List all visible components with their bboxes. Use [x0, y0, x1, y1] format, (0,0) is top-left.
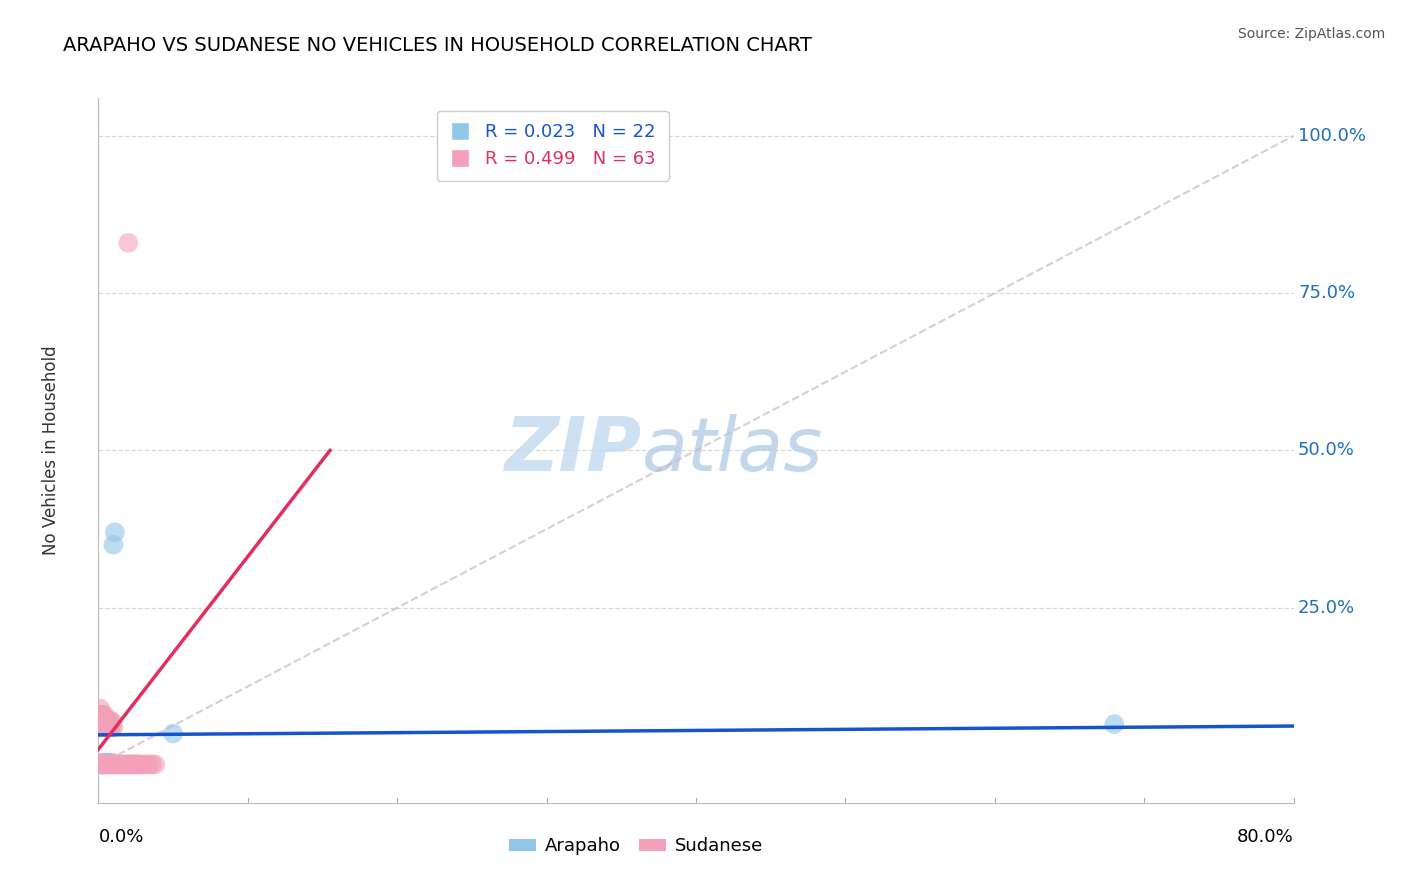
- Point: [89, 757, 111, 772]
- Point: [90, 757, 112, 772]
- Point: [104, 757, 127, 772]
- Point: [101, 714, 124, 728]
- Point: [96, 756, 118, 771]
- Point: [96, 720, 118, 734]
- Point: [94, 756, 117, 771]
- Point: [91, 707, 114, 722]
- Text: ZIP: ZIP: [505, 414, 643, 487]
- Point: [89, 757, 111, 772]
- Point: [98, 714, 122, 728]
- Point: [114, 757, 136, 772]
- Point: [94, 720, 117, 734]
- Point: [93, 756, 115, 771]
- Text: 80.0%: 80.0%: [1237, 828, 1294, 846]
- Point: [93, 757, 115, 772]
- Point: [96, 756, 118, 770]
- Point: [98, 757, 122, 772]
- Point: [89, 756, 111, 771]
- Point: [90, 714, 112, 728]
- Point: [97, 720, 120, 734]
- Point: [89, 756, 111, 771]
- Point: [162, 726, 184, 740]
- Point: [129, 757, 152, 772]
- Text: 25.0%: 25.0%: [1298, 599, 1355, 616]
- Point: [89, 756, 111, 771]
- Point: [117, 235, 139, 250]
- Point: [110, 757, 132, 772]
- Point: [93, 707, 115, 722]
- Text: 75.0%: 75.0%: [1298, 285, 1355, 302]
- Point: [91, 756, 114, 771]
- Point: [125, 757, 148, 772]
- Text: Source: ZipAtlas.com: Source: ZipAtlas.com: [1237, 27, 1385, 41]
- Point: [90, 756, 112, 771]
- Point: [97, 756, 120, 771]
- Point: [96, 757, 118, 772]
- Text: atlas: atlas: [643, 415, 824, 486]
- Point: [128, 757, 150, 772]
- Point: [105, 757, 128, 772]
- Point: [103, 538, 125, 552]
- Point: [89, 714, 111, 728]
- Text: 0.0%: 0.0%: [98, 828, 143, 846]
- Point: [143, 757, 166, 772]
- Point: [135, 757, 157, 772]
- Point: [91, 714, 114, 728]
- Point: [89, 720, 111, 734]
- Point: [104, 525, 127, 540]
- Point: [93, 756, 115, 771]
- Point: [90, 756, 112, 771]
- Text: 50.0%: 50.0%: [1298, 442, 1355, 459]
- Point: [115, 757, 138, 772]
- Point: [94, 756, 117, 770]
- Point: [101, 756, 124, 770]
- Point: [132, 757, 155, 772]
- Point: [93, 714, 115, 728]
- Point: [91, 757, 114, 772]
- Point: [118, 757, 141, 772]
- Point: [91, 756, 114, 771]
- Point: [103, 757, 125, 772]
- Point: [112, 757, 135, 772]
- Point: [89, 701, 111, 715]
- Point: [101, 757, 124, 772]
- Point: [91, 720, 114, 734]
- Point: [96, 714, 118, 728]
- Point: [97, 757, 120, 772]
- Text: ARAPAHO VS SUDANESE NO VEHICLES IN HOUSEHOLD CORRELATION CHART: ARAPAHO VS SUDANESE NO VEHICLES IN HOUSE…: [63, 36, 813, 54]
- Point: [127, 757, 149, 772]
- Text: 100.0%: 100.0%: [1298, 127, 1367, 145]
- Point: [101, 720, 124, 734]
- Point: [90, 756, 112, 771]
- Point: [108, 757, 131, 772]
- Point: [98, 720, 122, 734]
- Point: [1104, 717, 1126, 731]
- Point: [94, 757, 117, 772]
- Point: [97, 714, 120, 728]
- Point: [90, 720, 112, 734]
- Point: [117, 757, 139, 772]
- Point: [107, 757, 129, 772]
- Point: [98, 756, 122, 771]
- Point: [103, 720, 125, 734]
- Legend: Arapaho, Sudanese: Arapaho, Sudanese: [501, 828, 772, 864]
- Point: [120, 757, 142, 772]
- Point: [124, 757, 146, 772]
- Point: [91, 757, 114, 772]
- Point: [138, 757, 160, 772]
- Point: [89, 756, 111, 771]
- Point: [93, 756, 115, 771]
- Point: [141, 757, 163, 772]
- Point: [90, 707, 112, 722]
- Point: [94, 714, 117, 728]
- Text: No Vehicles in Household: No Vehicles in Household: [42, 345, 59, 556]
- Point: [93, 720, 115, 734]
- Point: [91, 756, 114, 771]
- Point: [121, 757, 143, 772]
- Point: [90, 757, 112, 772]
- Point: [89, 707, 111, 722]
- Point: [111, 757, 134, 772]
